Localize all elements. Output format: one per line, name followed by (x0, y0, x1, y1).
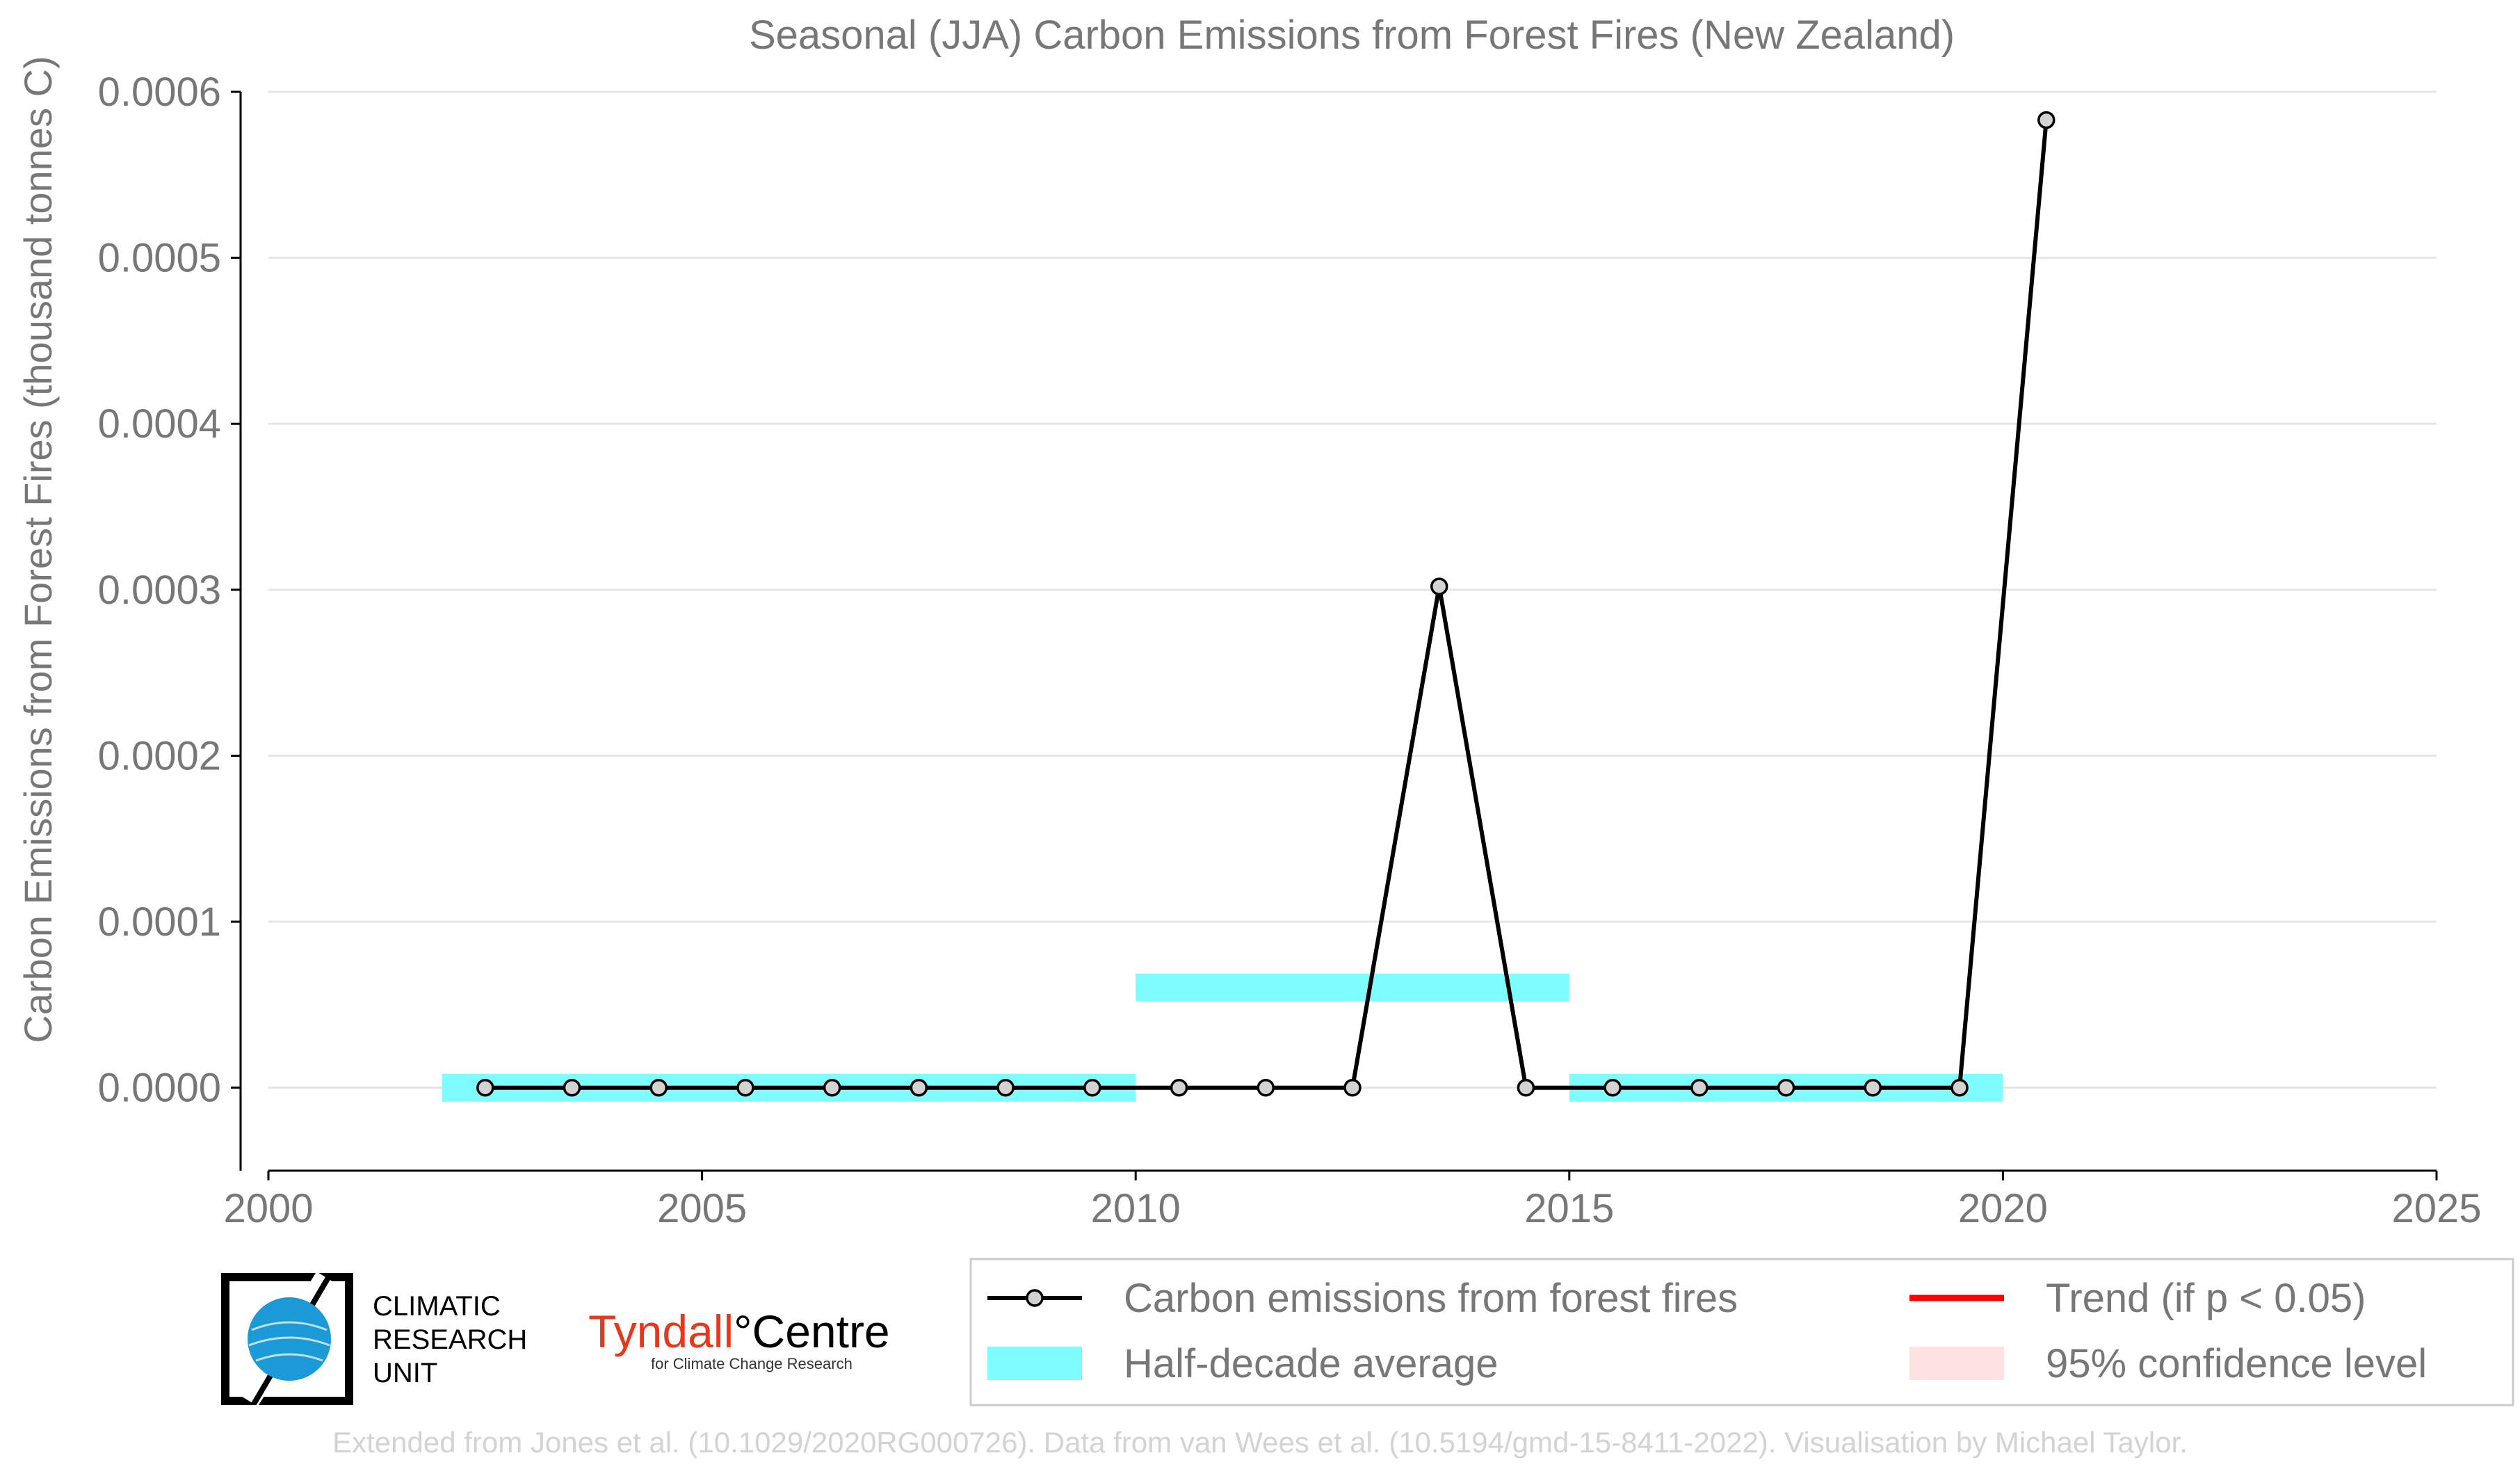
cru-line-3: UNIT (373, 1358, 438, 1388)
legend-frame (969, 1258, 2514, 1406)
legend-swatch-marker (1026, 1289, 1044, 1307)
data-point (1257, 1078, 1275, 1097)
y-tick-label: 0.0000 (98, 1066, 221, 1111)
chart-title: Seasonal (JJA) Carbon Emissions from For… (749, 13, 1955, 58)
legend-swatch-band (1909, 1347, 2004, 1380)
x-tick-labels: 2000 2005 2010 2015 2020 2025 (223, 1186, 2481, 1231)
x-tick-label: 2015 (1524, 1186, 1614, 1231)
data-point (563, 1078, 581, 1097)
x-tick-label: 2000 (223, 1186, 313, 1231)
x-tick-label: 2005 (657, 1186, 747, 1231)
emissions-line (485, 120, 2049, 1090)
legend-label: Trend (if p < 0.05) (2046, 1276, 2366, 1321)
data-point (736, 1078, 754, 1097)
data-point (1517, 1078, 1535, 1097)
y-tick-label: 0.0003 (98, 568, 221, 613)
x-tick-label: 2025 (2391, 1186, 2481, 1231)
data-point (649, 1078, 668, 1097)
footer-credit: Extended from Jones et al. (10.1029/2020… (332, 1426, 2188, 1459)
x-tick-label: 2010 (1091, 1186, 1181, 1231)
legend-label: 95% confidence level (2046, 1341, 2427, 1386)
tyndall-name: Tyndall (588, 1306, 734, 1357)
y-axis-label: Carbon Emissions from Forest Fires (thou… (16, 56, 60, 1043)
legend-label: Half-decade average (1124, 1341, 1498, 1386)
logos: CLIMATIC RESEARCH UNIT Tyndall°Centre fo… (216, 1266, 911, 1419)
data-point (1690, 1078, 1709, 1097)
y-tick-label: 0.0006 (98, 70, 221, 115)
grid-lines (268, 90, 2437, 1089)
tyndall-subtitle: for Climate Change Research (651, 1355, 853, 1372)
tyndall-logo: Tyndall°Centre (588, 1305, 890, 1358)
y-tick-label: 0.0002 (98, 733, 221, 778)
data-point (2037, 111, 2055, 129)
data-point (1170, 1078, 1188, 1097)
data-point (476, 1078, 494, 1097)
axes (231, 90, 2438, 1180)
half-decade-bands (442, 973, 2003, 1102)
data-point (1777, 1078, 1795, 1097)
cru-logo-text: CLIMATIC RESEARCH UNIT (373, 1290, 527, 1390)
data-point (823, 1078, 841, 1097)
cru-line-1: CLIMATIC (373, 1291, 501, 1322)
legend-swatch-band (987, 1347, 1082, 1380)
legend-label: Carbon emissions from forest fires (1124, 1276, 1738, 1321)
data-point (1950, 1078, 1969, 1097)
cru-logo-icon (221, 1273, 353, 1405)
y-tick-label: 0.0004 (98, 401, 221, 447)
cru-line-2: RESEARCH (373, 1324, 528, 1355)
y-tick-label: 0.0001 (98, 899, 221, 945)
data-point (1864, 1078, 1882, 1097)
x-tick-label: 2020 (1958, 1186, 2048, 1231)
tyndall-centre: Centre (752, 1306, 890, 1357)
data-point (1083, 1078, 1101, 1097)
tyndall-degree: ° (734, 1306, 752, 1357)
data-point (1430, 577, 1448, 595)
data-point (996, 1078, 1015, 1097)
data-point (910, 1078, 928, 1097)
y-tick-label: 0.0005 (98, 236, 221, 281)
data-point (1343, 1078, 1362, 1097)
series-layer (476, 111, 2055, 1097)
data-point (1604, 1078, 1622, 1097)
y-tick-labels: 0.0000 0.0001 0.0002 0.0003 0.0004 0.0005 0.00… (98, 70, 221, 1111)
legend: Carbon emissions from forest fires Trend … (969, 1258, 2514, 1406)
half-decade-bar (1136, 973, 1569, 1002)
